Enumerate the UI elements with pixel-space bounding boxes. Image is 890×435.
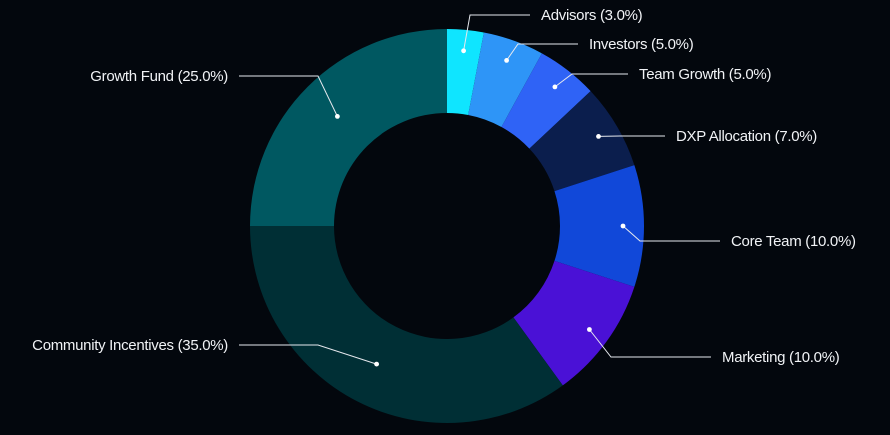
leader-dot-core-team xyxy=(620,223,626,229)
leader-dot-growth-fund xyxy=(335,114,340,119)
leader-line-team-growth xyxy=(554,73,628,88)
slice-marketing xyxy=(513,260,635,386)
leader-dot-investors xyxy=(504,58,509,63)
label-growth-fund: Growth Fund (25.0%) xyxy=(90,68,228,85)
label-dxp-allocation: DXP Allocation (7.0%) xyxy=(676,128,817,145)
leader-line-investors xyxy=(506,43,578,61)
label-advisors: Advisors (3.0%) xyxy=(541,7,643,24)
slice-advisors xyxy=(447,29,484,115)
label-community-incentives: Community Incentives (35.0%) xyxy=(32,337,228,354)
leader-lines xyxy=(239,14,720,367)
leader-dot-community-incentives xyxy=(374,361,379,367)
leader-line-growth-fund xyxy=(239,75,338,117)
slice-growth-fund xyxy=(250,29,447,226)
slice-core-team xyxy=(554,165,645,287)
label-marketing: Marketing (10.0%) xyxy=(722,349,840,366)
label-core-team: Core Team (10.0%) xyxy=(731,233,856,250)
leader-line-community-incentives xyxy=(239,344,377,365)
leader-dot-advisors xyxy=(461,48,466,54)
leader-line-core-team xyxy=(622,225,720,242)
leader-dot-team-growth xyxy=(552,84,558,90)
slice-community-incentives xyxy=(250,226,563,424)
slice-investors xyxy=(468,32,542,127)
slice-labels: Advisors (3.0%) Investors (5.0%) Team Grow… xyxy=(32,7,856,366)
donut-slices xyxy=(250,29,645,424)
label-investors: Investors (5.0%) xyxy=(589,36,694,53)
leader-dot-marketing xyxy=(587,327,592,332)
leader-line-advisors xyxy=(463,14,530,51)
leader-line-marketing xyxy=(589,329,711,358)
label-team-growth: Team Growth (5.0%) xyxy=(639,66,771,83)
leader-dot-dxp-allocation xyxy=(596,134,601,139)
slice-dxp-allocation xyxy=(529,91,635,192)
